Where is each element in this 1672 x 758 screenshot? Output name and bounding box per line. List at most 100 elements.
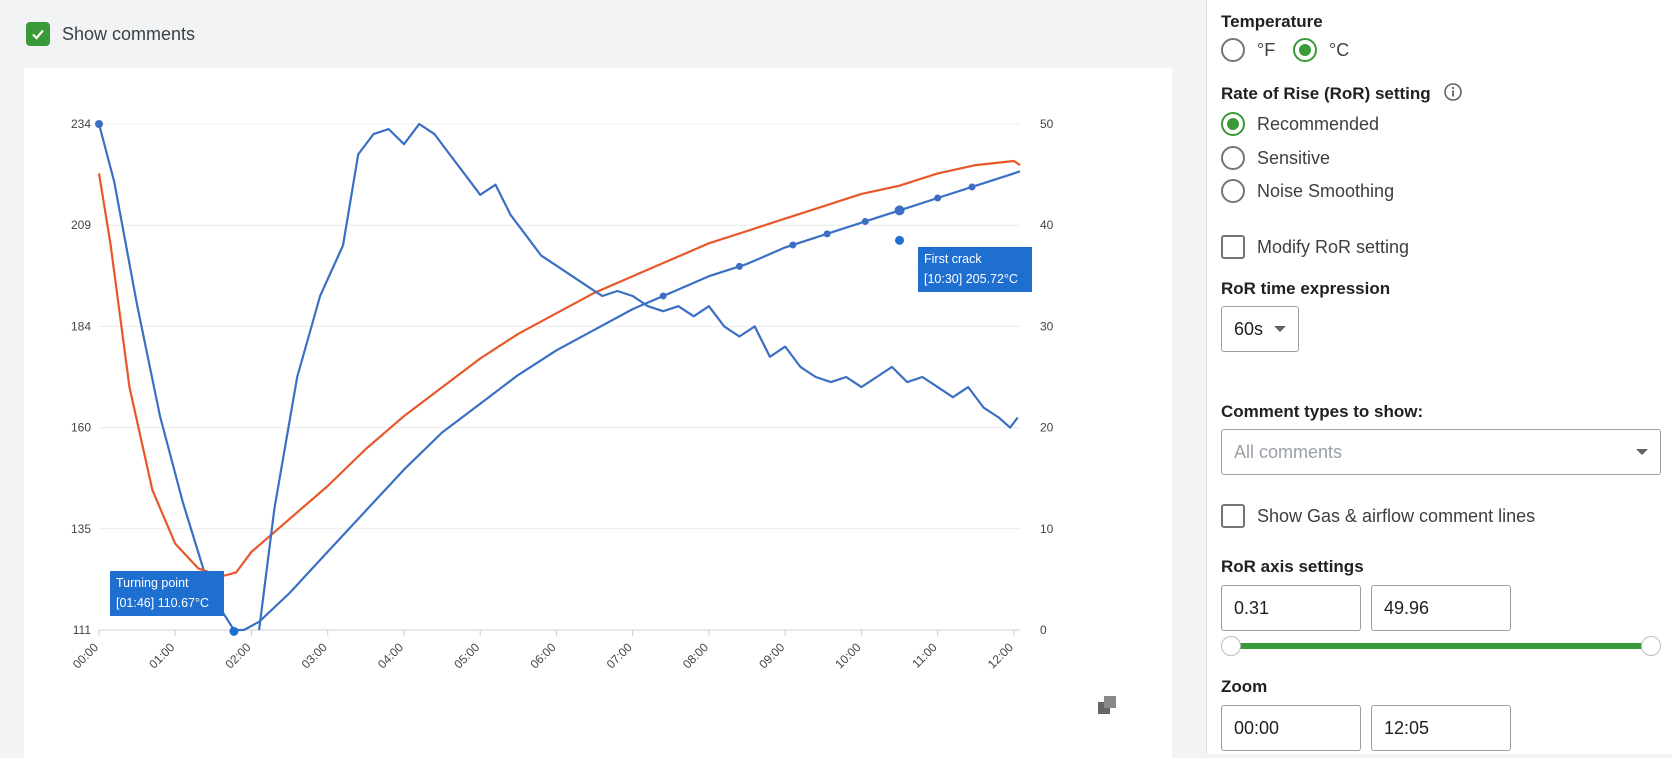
temperature-title: Temperature	[1221, 12, 1323, 31]
comment-types-title: Comment types to show:	[1221, 402, 1424, 421]
temperature-option-label: °F	[1257, 39, 1276, 60]
gas-airflow-box[interactable]	[1221, 504, 1245, 528]
projection-marker	[894, 205, 905, 216]
x-tick-label: 02:00	[222, 640, 253, 671]
projection-marker	[659, 292, 667, 300]
ror-axis-min-value: 0.31	[1234, 597, 1270, 618]
ror-option-label: Noise Smoothing	[1257, 180, 1395, 201]
temperature-option-f[interactable]: °F	[1221, 38, 1275, 62]
y-right-tick-label: 30	[1040, 319, 1054, 333]
y-right-tick-label: 40	[1040, 218, 1054, 232]
zoom-end-value: 12:05	[1384, 717, 1430, 738]
temperature-option-c[interactable]: °C	[1293, 38, 1349, 62]
start-marker	[95, 120, 103, 128]
annotation-value: [01:46] 110.67°C	[116, 596, 209, 610]
ror-option-recommended[interactable]: Recommended	[1221, 112, 1379, 136]
y-left-tick-label: 160	[71, 421, 91, 435]
radio-c[interactable]	[1293, 38, 1317, 62]
x-tick-label: 12:00	[985, 640, 1016, 671]
x-tick-label: 07:00	[604, 640, 635, 671]
y-right-tick-label: 0	[1040, 623, 1047, 637]
zoom-start-value: 00:00	[1234, 717, 1280, 738]
annotation-point	[229, 626, 239, 636]
x-tick-label: 08:00	[680, 640, 711, 671]
x-tick-label: 06:00	[527, 640, 558, 671]
ror-axis-max-input[interactable]: 49.96	[1371, 585, 1511, 631]
ror-option-sensitive[interactable]: Sensitive	[1221, 146, 1330, 170]
checkmark-icon[interactable]	[26, 22, 50, 46]
x-tick-label: 01:00	[146, 640, 177, 671]
chart-expand-icon[interactable]	[1096, 694, 1118, 716]
series-line-2	[258, 122, 1019, 631]
annotation-box	[110, 571, 224, 616]
info-icon[interactable]	[1443, 82, 1463, 102]
zoom-title: Zoom	[1221, 677, 1268, 696]
y-left-tick-label: 209	[71, 218, 91, 232]
modify-ror-label: Modify RoR setting	[1257, 236, 1410, 257]
series-line-0	[97, 123, 1021, 632]
projection-marker	[823, 230, 831, 238]
slider-max-handle[interactable]	[1641, 636, 1661, 656]
radio-recommended[interactable]	[1221, 112, 1245, 136]
modify-ror-checkbox[interactable]: Modify RoR setting	[1221, 235, 1409, 259]
dropdown-caret-icon	[1636, 449, 1648, 455]
gas-airflow-label: Show Gas & airflow comment lines	[1257, 505, 1536, 526]
annotation-label: Turning point	[116, 576, 189, 590]
comment-types-select[interactable]: All comments	[1221, 429, 1661, 475]
radio-sensitive[interactable]	[1221, 146, 1245, 170]
y-left-tick-label: 184	[71, 319, 91, 333]
ror-option-label: Sensitive	[1257, 147, 1331, 168]
y-right-tick-label: 20	[1040, 421, 1054, 435]
gas-airflow-checkbox[interactable]: Show Gas & airflow comment lines	[1221, 504, 1535, 528]
annotation-point	[895, 235, 905, 245]
projection-marker	[861, 217, 869, 225]
x-tick-label: 04:00	[375, 640, 406, 671]
x-tick-label: 05:00	[451, 640, 482, 671]
ror-axis-slider[interactable]	[1221, 636, 1661, 656]
ror-time-select[interactable]: 60s	[1221, 306, 1299, 352]
x-tick-label: 00:00	[70, 640, 101, 671]
ror-setting-title-text: Rate of Rise (RoR) setting	[1221, 84, 1431, 103]
ror-axis-min-input[interactable]: 0.31	[1221, 585, 1361, 631]
ror-time-title: RoR time expression	[1221, 279, 1391, 298]
roast-curve-chart: 111 135 160 184 209 234 0 10 20 30 40 50 00:00 01:00 0…	[70, 117, 1054, 671]
projection-marker	[934, 194, 942, 202]
x-tick-label: 03:00	[299, 640, 330, 671]
show-comments-toggle[interactable]: Show comments	[26, 22, 195, 46]
ror-axis-title: RoR axis settings	[1221, 557, 1364, 576]
y-left-tick-label: 111	[73, 623, 92, 637]
y-right-tick-label: 50	[1040, 117, 1054, 131]
slider-range-fill	[1231, 643, 1651, 649]
ror-axis-max-value: 49.96	[1384, 597, 1430, 618]
radio-f[interactable]	[1221, 38, 1245, 62]
zoom-start-input[interactable]: 00:00	[1221, 705, 1361, 751]
roast-chart: 111 135 160 184 209 234 0 10 20 30 40 50 00:00 01:00 0…	[24, 68, 1172, 758]
ror-setting-title: Rate of Rise (RoR) setting	[1221, 82, 1463, 104]
ror-time-value: 60s	[1234, 318, 1264, 339]
x-tick-label: 09:00	[756, 640, 787, 671]
chart-panel: Show comments 111 135 160 184 209 234 0 10 20 30 4…	[24, 22, 1172, 758]
ror-option-label: Recommended	[1257, 113, 1380, 134]
dropdown-caret-icon	[1274, 326, 1286, 332]
projection-marker	[789, 241, 797, 249]
slider-min-handle[interactable]	[1221, 636, 1241, 656]
radio-noise-smoothing[interactable]	[1221, 179, 1245, 203]
modify-ror-box[interactable]	[1221, 235, 1245, 259]
temperature-option-label: °C	[1329, 39, 1350, 60]
projection-marker	[735, 262, 743, 270]
series-line-1	[97, 159, 1021, 578]
x-tick-label: 11:00	[909, 640, 940, 671]
show-comments-label: Show comments	[62, 23, 196, 44]
annotation-label: First crack	[924, 252, 982, 266]
projection-marker	[968, 183, 976, 191]
settings-panel: Temperature °F °C Rate of Rise (RoR) set…	[1206, 0, 1672, 754]
y-left-tick-label: 234	[71, 117, 91, 131]
x-tick-label: 10:00	[832, 640, 863, 671]
annotation-box	[918, 247, 1032, 292]
y-right-tick-label: 10	[1040, 522, 1054, 536]
y-left-tick-label: 135	[71, 522, 91, 536]
zoom-end-input[interactable]: 12:05	[1371, 705, 1511, 751]
comment-types-placeholder: All comments	[1234, 441, 1343, 462]
ror-option-noise-smoothing[interactable]: Noise Smoothing	[1221, 179, 1394, 203]
annotation-value: [10:30] 205.72°C	[924, 272, 1018, 286]
